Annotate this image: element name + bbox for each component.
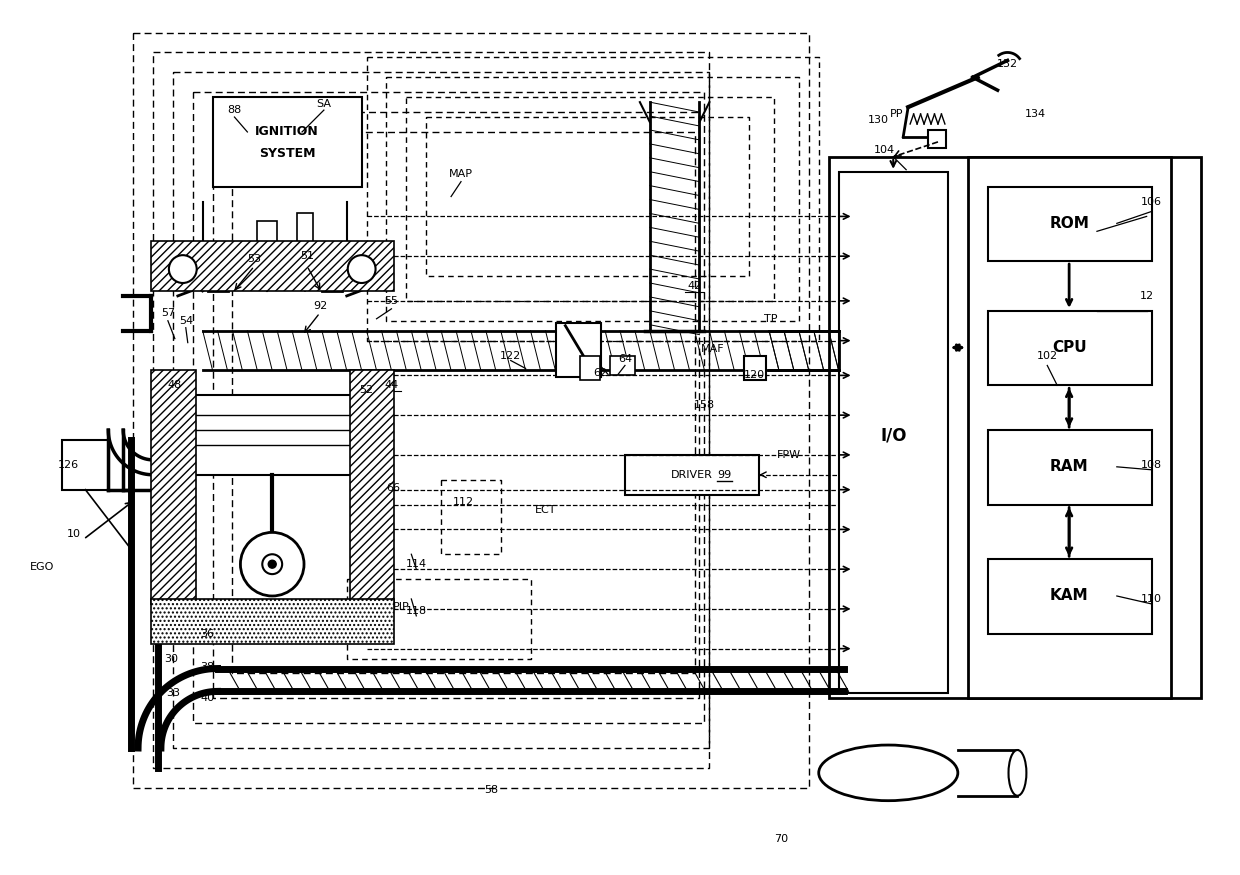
Text: 40: 40 (201, 693, 215, 704)
Text: 57: 57 (161, 308, 175, 318)
Text: 126: 126 (58, 460, 79, 470)
Bar (212, 97, 362, 186)
Text: 52: 52 (360, 385, 373, 396)
Text: RAM: RAM (1050, 459, 1089, 474)
Bar (258, 221, 278, 249)
Bar (987, 311, 1152, 385)
Text: 44: 44 (384, 381, 398, 390)
Text: 112: 112 (453, 497, 474, 507)
Text: 64: 64 (618, 354, 632, 363)
Text: ROM: ROM (1049, 216, 1089, 231)
Text: 10: 10 (67, 529, 81, 539)
Bar (151, 599, 394, 644)
Text: 30: 30 (164, 654, 177, 663)
Text: 130: 130 (868, 115, 889, 125)
Text: MAP: MAP (449, 169, 472, 178)
Bar (928, 130, 946, 148)
Text: 132: 132 (997, 60, 1018, 69)
Text: 118: 118 (405, 606, 427, 616)
Text: 53: 53 (247, 254, 262, 264)
Text: 122: 122 (500, 351, 521, 360)
Text: 104: 104 (874, 145, 895, 155)
Text: 12: 12 (1140, 290, 1153, 301)
Bar (557, 323, 601, 377)
Bar (610, 355, 635, 375)
Bar (967, 157, 1172, 698)
Bar (350, 370, 394, 604)
Text: 66: 66 (387, 483, 401, 493)
Text: 92: 92 (312, 301, 327, 311)
Text: 134: 134 (1024, 109, 1045, 119)
Text: 54: 54 (179, 316, 193, 326)
Text: I/O: I/O (880, 426, 906, 444)
Text: 42: 42 (687, 281, 702, 291)
Text: 120: 120 (744, 370, 765, 381)
Bar (838, 172, 947, 693)
Bar (151, 242, 394, 290)
Circle shape (169, 255, 197, 283)
Bar (828, 157, 1202, 698)
Text: FPW: FPW (776, 450, 801, 460)
Text: PIP: PIP (393, 602, 409, 612)
Text: EGO: EGO (30, 562, 53, 572)
Text: MAF: MAF (701, 344, 724, 354)
Bar (744, 355, 766, 381)
Text: ECT: ECT (534, 505, 557, 514)
Bar (987, 559, 1152, 634)
Text: 158: 158 (694, 400, 715, 410)
Text: IGNITION: IGNITION (255, 125, 319, 138)
Text: 48: 48 (167, 381, 182, 390)
Text: 99: 99 (717, 470, 732, 480)
Text: 38: 38 (201, 662, 215, 671)
Text: 88: 88 (227, 105, 242, 116)
Bar (151, 370, 196, 604)
Text: DRIVER: DRIVER (671, 470, 713, 480)
Ellipse shape (818, 745, 957, 801)
Text: 106: 106 (1141, 197, 1162, 206)
Bar (62, 440, 109, 490)
Bar (580, 355, 600, 381)
Text: KAM: KAM (1050, 589, 1089, 604)
Bar (298, 214, 312, 243)
Text: 55: 55 (384, 296, 398, 306)
Circle shape (347, 255, 376, 283)
Text: 110: 110 (1141, 594, 1162, 604)
Bar (987, 430, 1152, 505)
Text: TP: TP (764, 314, 777, 324)
Ellipse shape (1008, 750, 1027, 795)
Circle shape (268, 560, 277, 568)
Text: SA: SA (316, 99, 331, 109)
Text: 51: 51 (300, 251, 314, 261)
Text: 102: 102 (1037, 351, 1058, 360)
Text: 70: 70 (774, 835, 789, 844)
Text: 108: 108 (1141, 460, 1162, 470)
Text: 36: 36 (201, 629, 215, 639)
Text: 58: 58 (484, 785, 498, 794)
Text: 62: 62 (593, 368, 608, 378)
Bar (987, 186, 1152, 261)
Text: SYSTEM: SYSTEM (259, 147, 315, 160)
Bar (181, 396, 365, 475)
Text: CPU: CPU (1052, 340, 1086, 355)
Text: PP: PP (889, 109, 903, 119)
Bar (625, 455, 759, 494)
Circle shape (241, 532, 304, 596)
Text: 114: 114 (405, 559, 427, 570)
Text: 33: 33 (166, 689, 180, 698)
